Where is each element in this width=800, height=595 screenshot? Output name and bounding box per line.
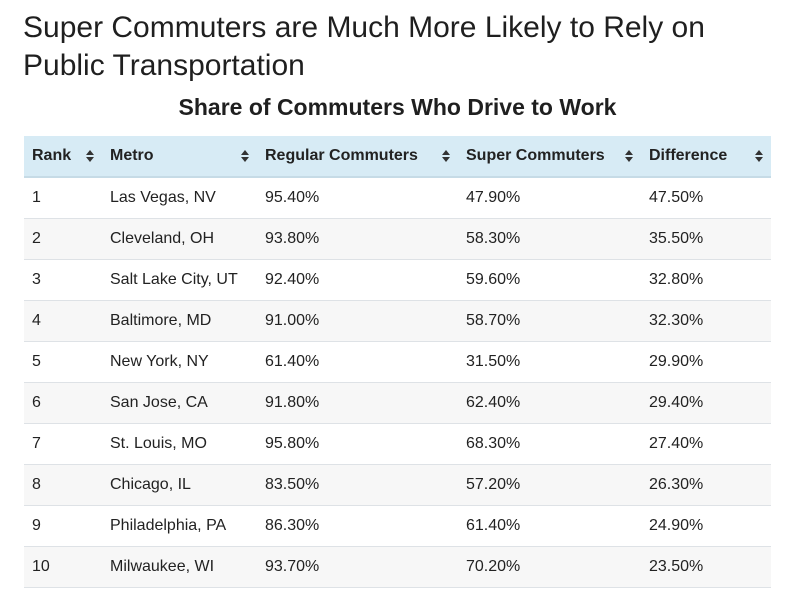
cell-metro: St. Louis, MO xyxy=(102,423,257,465)
cell-difference: 32.80% xyxy=(641,259,771,301)
cell-super-commuters: 59.60% xyxy=(458,259,641,301)
cell-metro: San Jose, CA xyxy=(102,382,257,424)
cell-metro: Cleveland, OH xyxy=(102,218,257,260)
cell-rank: 8 xyxy=(24,464,102,506)
cell-regular-commuters: 95.80% xyxy=(257,423,458,465)
cell-rank: 3 xyxy=(24,259,102,301)
page-title: Super Commuters are Much More Likely to … xyxy=(23,11,705,82)
sort-icon[interactable] xyxy=(241,150,249,162)
column-header-label: Regular Commuters xyxy=(265,147,418,164)
cell-rank: 7 xyxy=(24,423,102,465)
cell-super-commuters: 58.70% xyxy=(458,300,641,342)
column-header-metro[interactable]: Metro xyxy=(102,136,257,178)
cell-rank: 2 xyxy=(24,218,102,260)
column-header-label: Super Commuters xyxy=(466,147,605,164)
cell-rank: 5 xyxy=(24,341,102,383)
sort-icon[interactable] xyxy=(86,150,94,162)
cell-metro: Salt Lake City, UT xyxy=(102,259,257,301)
cell-rank: 9 xyxy=(24,505,102,547)
cell-metro: Philadelphia, PA xyxy=(102,505,257,547)
cell-rank: 4 xyxy=(24,300,102,342)
table-row: 1 Las Vegas, NV 95.40% 47.90% 47.50% xyxy=(24,177,771,219)
cell-regular-commuters: 91.80% xyxy=(257,382,458,424)
cell-difference: 32.30% xyxy=(641,300,771,342)
cell-super-commuters: 62.40% xyxy=(458,382,641,424)
cell-regular-commuters: 93.70% xyxy=(257,546,458,588)
table-subtitle: Share of Commuters Who Drive to Work xyxy=(178,94,617,120)
cell-rank: 6 xyxy=(24,382,102,424)
cell-metro: Chicago, IL xyxy=(102,464,257,506)
cell-regular-commuters: 91.00% xyxy=(257,300,458,342)
cell-super-commuters: 70.20% xyxy=(458,546,641,588)
column-header-label: Metro xyxy=(110,147,154,164)
cell-metro: Milwaukee, WI xyxy=(102,546,257,588)
cell-metro: Baltimore, MD xyxy=(102,300,257,342)
table-row: 8 Chicago, IL 83.50% 57.20% 26.30% xyxy=(24,464,771,506)
cell-difference: 35.50% xyxy=(641,218,771,260)
cell-super-commuters: 47.90% xyxy=(458,177,641,219)
table-body: 1 Las Vegas, NV 95.40% 47.90% 47.50% 2 Clevela… xyxy=(24,177,771,588)
sort-icon[interactable] xyxy=(755,150,763,162)
table-row: 2 Cleveland, OH 93.80% 58.30% 35.50% xyxy=(24,218,771,260)
sort-icon[interactable] xyxy=(625,150,633,162)
table-row: 4 Baltimore, MD 91.00% 58.70% 32.30% xyxy=(24,300,771,342)
cell-difference: 29.40% xyxy=(641,382,771,424)
cell-regular-commuters: 95.40% xyxy=(257,177,458,219)
cell-super-commuters: 57.20% xyxy=(458,464,641,506)
cell-rank: 10 xyxy=(24,546,102,588)
column-header-difference[interactable]: Difference xyxy=(641,136,771,178)
cell-super-commuters: 31.50% xyxy=(458,341,641,383)
cell-difference: 27.40% xyxy=(641,423,771,465)
cell-difference: 26.30% xyxy=(641,464,771,506)
table-row: 9 Philadelphia, PA 86.30% 61.40% 24.90% xyxy=(24,505,771,547)
cell-regular-commuters: 61.40% xyxy=(257,341,458,383)
cell-regular-commuters: 92.40% xyxy=(257,259,458,301)
column-header-label: Rank xyxy=(32,147,72,164)
table-row: 3 Salt Lake City, UT 92.40% 59.60% 32.80% xyxy=(24,259,771,301)
column-header-rank[interactable]: Rank xyxy=(24,136,102,178)
cell-rank: 1 xyxy=(24,177,102,219)
cell-metro: New York, NY xyxy=(102,341,257,383)
sort-icon[interactable] xyxy=(442,150,450,162)
column-header-label: Difference xyxy=(649,147,728,164)
cell-super-commuters: 61.40% xyxy=(458,505,641,547)
table-row: 6 San Jose, CA 91.80% 62.40% 29.40% xyxy=(24,382,771,424)
cell-difference: 47.50% xyxy=(641,177,771,219)
cell-super-commuters: 58.30% xyxy=(458,218,641,260)
table-row: 7 St. Louis, MO 95.80% 68.30% 27.40% xyxy=(24,423,771,465)
table-header: Rank Metro Regular Commuters Super Commuter… xyxy=(24,136,771,178)
table-row: 5 New York, NY 61.40% 31.50% 29.90% xyxy=(24,341,771,383)
cell-difference: 23.50% xyxy=(641,546,771,588)
data-table: Rank Metro Regular Commuters Super Commuter… xyxy=(24,136,771,588)
column-header-super-commuters[interactable]: Super Commuters xyxy=(458,136,641,178)
cell-regular-commuters: 83.50% xyxy=(257,464,458,506)
cell-regular-commuters: 93.80% xyxy=(257,218,458,260)
column-header-regular-commuters[interactable]: Regular Commuters xyxy=(257,136,458,178)
table-row: 10 Milwaukee, WI 93.70% 70.20% 23.50% xyxy=(24,546,771,588)
cell-difference: 29.90% xyxy=(641,341,771,383)
header-row: Rank Metro Regular Commuters Super Commuter… xyxy=(24,136,771,178)
cell-regular-commuters: 86.30% xyxy=(257,505,458,547)
cell-difference: 24.90% xyxy=(641,505,771,547)
cell-super-commuters: 68.30% xyxy=(458,423,641,465)
cell-metro: Las Vegas, NV xyxy=(102,177,257,219)
